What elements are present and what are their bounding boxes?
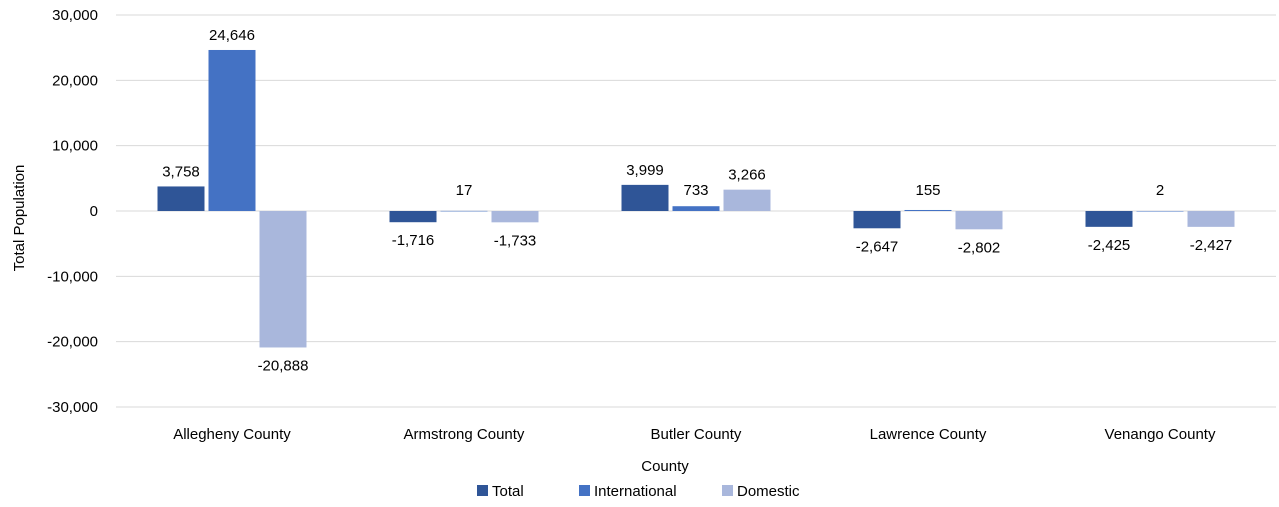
data-label-international-armstrong-county: 17 — [456, 182, 473, 199]
x-axis-title: County — [641, 458, 689, 475]
bar-total-venango-county — [1085, 211, 1133, 227]
data-label-total-allegheny-county: 3,758 — [162, 163, 200, 180]
data-label-domestic-armstrong-county: -1,733 — [494, 232, 537, 249]
bar-domestic-lawrence-county — [955, 211, 1003, 230]
data-label-domestic-allegheny-county: -20,888 — [258, 357, 309, 374]
legend-swatch-international — [579, 485, 590, 496]
bar-international-allegheny-county — [208, 49, 256, 212]
y-axis-title: Total Population — [11, 165, 28, 272]
bar-total-armstrong-county — [389, 211, 437, 223]
legend-swatch-domestic — [722, 485, 733, 496]
legend-swatch-total — [477, 485, 488, 496]
data-label-domestic-venango-county: -2,427 — [1190, 237, 1233, 254]
y-tick-label: 0 — [90, 203, 98, 220]
bar-international-butler-county — [672, 206, 720, 211]
legend-label-domestic: Domestic — [737, 483, 800, 500]
y-tick-label: -10,000 — [47, 268, 98, 285]
legend: Total International Domestic — [477, 483, 800, 500]
y-tick-label: 20,000 — [52, 72, 98, 89]
bars — [157, 49, 1235, 348]
data-label-total-venango-county: -2,425 — [1088, 237, 1131, 254]
legend-label-total: Total — [492, 483, 524, 500]
data-label-international-lawrence-county: 155 — [915, 182, 940, 199]
bar-international-lawrence-county — [904, 209, 952, 211]
y-tick-label: -30,000 — [47, 399, 98, 416]
bar-total-lawrence-county — [853, 211, 901, 229]
x-axis-ticks: Allegheny County Armstrong County Butler C… — [173, 426, 1216, 443]
data-label-international-venango-county: 2 — [1156, 182, 1164, 199]
y-tick-label: 30,000 — [52, 7, 98, 24]
data-labels: 3,758 24,646 -20,888 -1,716 17 -1,733 3,999 733… — [162, 27, 1232, 374]
data-label-international-butler-county: 733 — [683, 182, 708, 199]
data-label-domestic-lawrence-county: -2,802 — [958, 239, 1001, 256]
data-label-total-butler-county: 3,999 — [626, 162, 664, 179]
data-label-total-lawrence-county: -2,647 — [856, 238, 899, 255]
gridlines — [116, 14, 1276, 408]
data-label-international-allegheny-county: 24,646 — [209, 27, 255, 44]
x-tick-label-venango-county: Venango County — [1105, 426, 1216, 443]
data-label-total-armstrong-county: -1,716 — [392, 232, 435, 249]
bar-domestic-armstrong-county — [491, 211, 539, 223]
bar-international-venango-county — [1136, 210, 1184, 212]
bar-domestic-butler-county — [723, 189, 771, 211]
x-tick-label-allegheny-county: Allegheny County — [173, 426, 291, 443]
bar-domestic-allegheny-county — [259, 211, 307, 348]
y-tick-label: 10,000 — [52, 138, 98, 155]
data-label-domestic-butler-county: 3,266 — [728, 167, 766, 184]
bar-total-butler-county — [621, 184, 669, 211]
y-tick-label: -20,000 — [47, 334, 98, 351]
bar-domestic-venango-county — [1187, 211, 1235, 227]
bar-total-allegheny-county — [157, 186, 205, 211]
x-tick-label-lawrence-county: Lawrence County — [870, 426, 987, 443]
x-tick-label-armstrong-county: Armstrong County — [404, 426, 525, 443]
legend-label-international: International — [594, 483, 677, 500]
x-tick-label-butler-county: Butler County — [651, 426, 742, 443]
bar-international-armstrong-county — [440, 210, 488, 212]
y-axis-ticks: 30,000 20,000 10,000 0 -10,000 -20,000 -30,000 — [47, 7, 98, 416]
